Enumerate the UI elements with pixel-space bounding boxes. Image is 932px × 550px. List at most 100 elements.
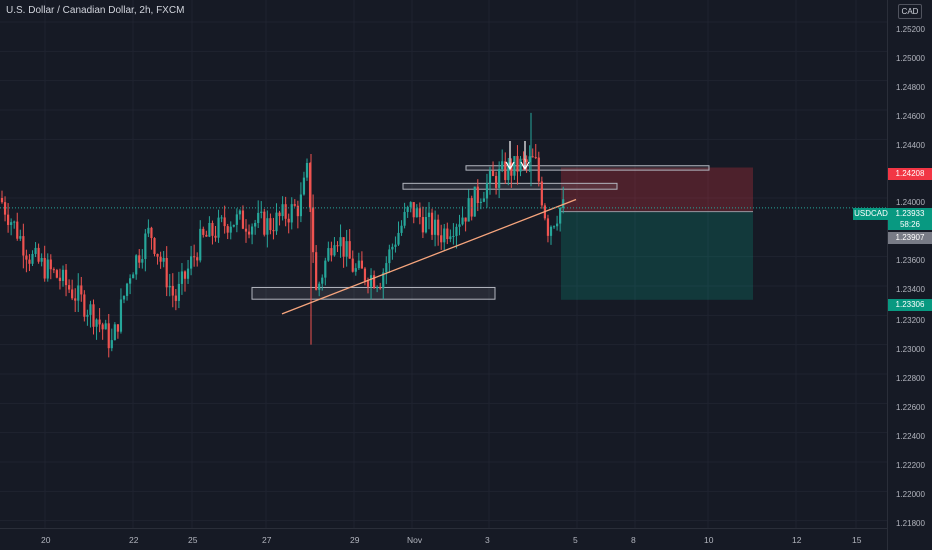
price-tick: 1.23400 [896, 285, 925, 294]
candle-body [153, 238, 156, 254]
price-tick: 1.24600 [896, 112, 925, 121]
candle-body [107, 323, 110, 349]
candle-body [10, 222, 13, 225]
candle-body [165, 257, 168, 288]
candle-body [552, 226, 556, 228]
price-tick: 1.25000 [896, 54, 925, 63]
candle-body [315, 252, 318, 290]
candle-body [119, 299, 123, 332]
candle-body [412, 202, 415, 218]
price-tick: 1.22400 [896, 432, 925, 441]
candle-body [147, 227, 150, 234]
candle-body [266, 218, 269, 235]
candle-body [68, 285, 71, 290]
candle-body [510, 162, 513, 176]
currency-button[interactable]: CAD [898, 4, 922, 19]
candle-body [354, 268, 357, 272]
candle-body [549, 226, 553, 236]
candle-body [513, 156, 516, 176]
candle-body [522, 158, 525, 160]
candle-body [351, 258, 354, 272]
candle-body [229, 226, 232, 233]
candle-body [498, 169, 501, 188]
current-price-label: 1.23933 58:26 [888, 208, 932, 230]
candle-body [437, 219, 440, 236]
current-price-value: 1.23933 [895, 209, 925, 218]
candle-body [308, 162, 312, 208]
candle-body [400, 225, 403, 233]
bar-countdown: 58:26 [899, 220, 921, 229]
candle-body [159, 256, 162, 262]
time-tick: 8 [631, 535, 636, 545]
candle-body [257, 212, 260, 223]
candle-body [199, 228, 202, 261]
candle-body [507, 162, 510, 181]
price-tick: 1.25200 [896, 25, 925, 34]
candle-body [333, 245, 336, 256]
candle-body [495, 175, 498, 188]
candle-body [190, 256, 193, 269]
candle-body [174, 295, 177, 301]
candle-body [373, 275, 376, 288]
candle-body [479, 201, 482, 203]
candle-body [86, 314, 89, 317]
candle-body [519, 158, 522, 172]
candle-body [122, 295, 126, 300]
time-tick: 10 [704, 535, 714, 545]
price-tick: 1.23000 [896, 345, 925, 354]
price-chart[interactable] [0, 0, 887, 528]
candle-body [348, 241, 351, 259]
candle-body [52, 269, 55, 271]
candle-body [409, 202, 412, 208]
candle-body [202, 228, 205, 235]
candle-body [345, 241, 348, 257]
candle-body [61, 269, 65, 281]
chart-area[interactable]: U.S. Dollar / Canadian Dollar, 2h, FXCM [0, 0, 887, 528]
candle-body [324, 260, 327, 278]
price-tick: 1.23600 [896, 256, 925, 265]
candle-body [168, 285, 171, 288]
zone-box [251, 286, 496, 300]
candle-body [77, 285, 80, 301]
time-axis[interactable] [0, 528, 887, 550]
candle-body [275, 212, 278, 232]
candle-body [141, 259, 144, 263]
candle-body [138, 255, 141, 263]
candle-body [40, 258, 43, 262]
time-tick: 15 [852, 535, 862, 545]
stop-level-label: 1.24208 [888, 168, 932, 180]
candle-body [260, 211, 263, 213]
candle-body [327, 248, 330, 261]
price-axis[interactable] [887, 0, 932, 550]
candle-body [251, 226, 254, 235]
candle-body [330, 248, 333, 256]
candle-body [254, 222, 257, 227]
candle-body [430, 212, 434, 235]
symbol-title[interactable]: U.S. Dollar / Canadian Dollar, 2h, FXCM [6, 5, 185, 16]
candle-body [467, 198, 470, 222]
candle-body [424, 217, 428, 233]
candle-body [360, 260, 363, 269]
candle-body [135, 255, 138, 275]
candle-body [193, 256, 196, 258]
candle-body [339, 237, 342, 247]
candle-body [64, 269, 68, 286]
candle-body [235, 214, 238, 225]
candle-body [421, 217, 424, 233]
candle-body [226, 226, 229, 233]
candle-body [129, 278, 132, 284]
candle-body [196, 257, 199, 261]
candle-body [92, 304, 95, 327]
candle-body [132, 274, 135, 279]
candle-body [263, 211, 266, 235]
candle-body [501, 161, 504, 170]
candle-body [89, 304, 92, 315]
candle-body [0, 198, 4, 203]
candle-body [186, 268, 190, 279]
candle-body [223, 217, 226, 227]
price-tick: 1.24000 [896, 198, 925, 207]
candle-body [171, 285, 174, 296]
candle-body [397, 232, 400, 245]
candle-body [531, 156, 534, 158]
candle-body [525, 159, 528, 163]
